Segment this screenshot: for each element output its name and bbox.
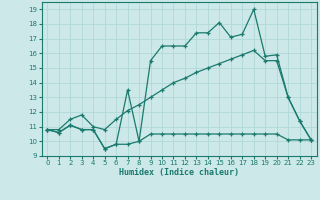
X-axis label: Humidex (Indice chaleur): Humidex (Indice chaleur) — [119, 168, 239, 177]
